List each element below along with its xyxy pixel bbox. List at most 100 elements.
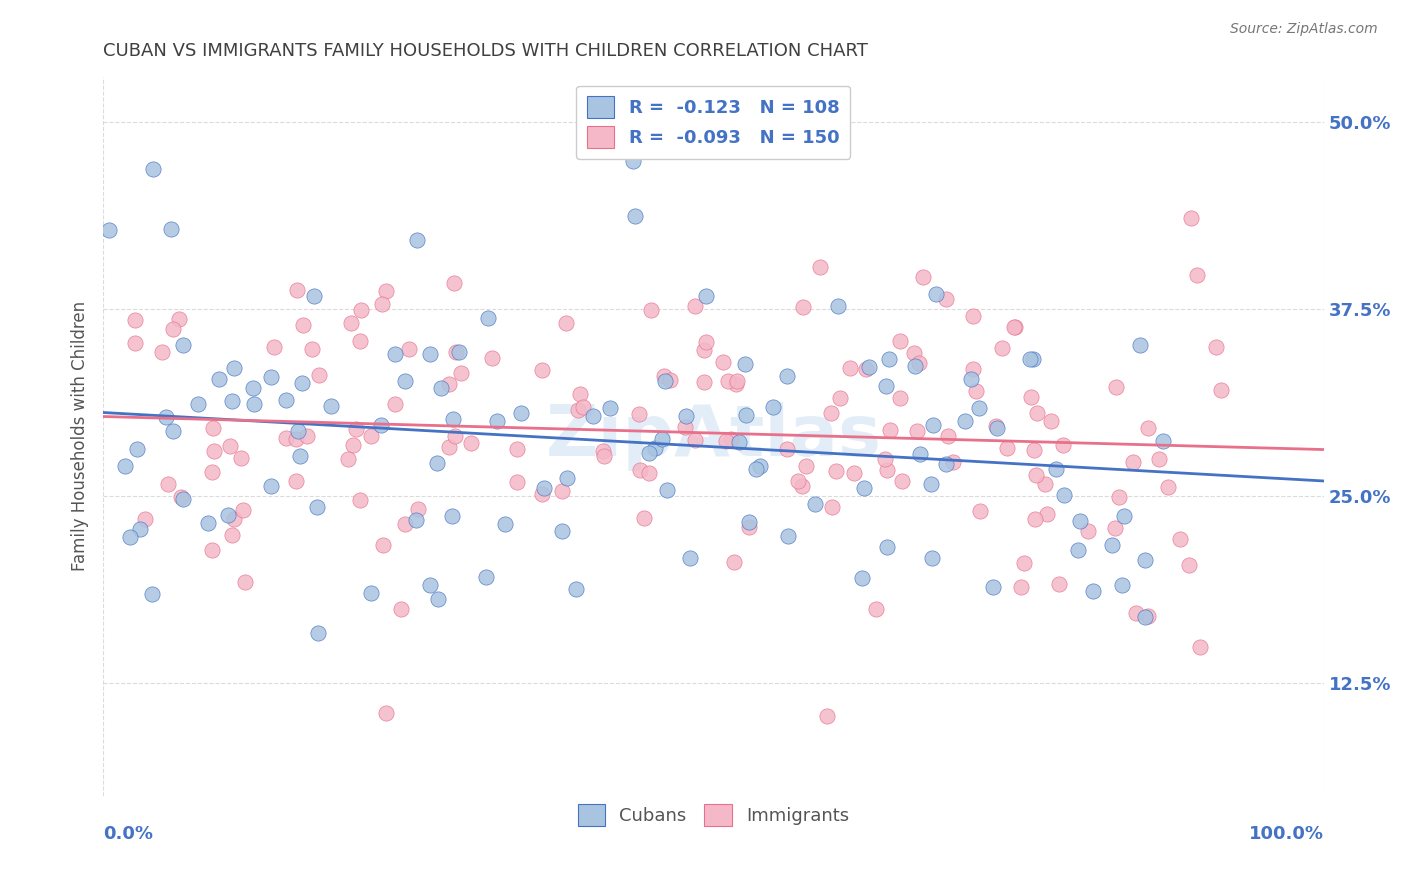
Point: [1177, 558, 1199, 572]
Point: [222, 511, 245, 525]
Point: [308, 368, 330, 382]
Point: [728, 435, 751, 450]
Point: [1067, 543, 1090, 558]
Point: [302, 289, 325, 303]
Point: [776, 368, 799, 383]
Text: Source: ZipAtlas.com: Source: ZipAtlas.com: [1230, 22, 1378, 37]
Point: [889, 392, 911, 406]
Point: [1101, 538, 1123, 552]
Point: [1025, 468, 1047, 483]
Point: [1026, 406, 1049, 420]
Point: [260, 479, 283, 493]
Point: [1069, 514, 1091, 528]
Point: [735, 408, 758, 422]
Text: 0.0%: 0.0%: [103, 824, 153, 843]
Point: [1002, 319, 1025, 334]
Point: [1024, 443, 1046, 458]
Point: [960, 372, 983, 386]
Point: [394, 516, 416, 531]
Point: [659, 373, 682, 387]
Point: [1024, 512, 1046, 526]
Point: [373, 538, 395, 552]
Point: [307, 626, 329, 640]
Point: [921, 418, 943, 433]
Point: [129, 522, 152, 536]
Point: [321, 399, 343, 413]
Point: [851, 571, 873, 585]
Point: [582, 409, 605, 424]
Point: [714, 434, 737, 449]
Point: [292, 318, 315, 332]
Point: [231, 450, 253, 465]
Point: [375, 285, 398, 299]
Point: [967, 401, 990, 416]
Point: [551, 484, 574, 499]
Point: [803, 497, 825, 511]
Point: [551, 524, 574, 539]
Legend: Cubans, Immigrants: Cubans, Immigrants: [567, 794, 860, 838]
Point: [439, 376, 461, 391]
Point: [1108, 490, 1130, 504]
Point: [142, 162, 165, 177]
Point: [876, 540, 898, 554]
Point: [599, 401, 621, 416]
Point: [720, 432, 742, 446]
Point: [1111, 578, 1133, 592]
Point: [984, 419, 1007, 434]
Point: [942, 455, 965, 469]
Point: [592, 443, 614, 458]
Point: [481, 351, 503, 366]
Point: [969, 504, 991, 518]
Point: [384, 396, 406, 410]
Point: [873, 451, 896, 466]
Point: [734, 357, 756, 371]
Point: [156, 476, 179, 491]
Point: [879, 351, 901, 366]
Point: [794, 458, 817, 473]
Point: [912, 269, 935, 284]
Point: [827, 299, 849, 313]
Point: [693, 375, 716, 389]
Point: [865, 602, 887, 616]
Point: [627, 407, 650, 421]
Point: [120, 530, 142, 544]
Point: [441, 509, 464, 524]
Point: [295, 429, 318, 443]
Point: [233, 574, 256, 589]
Point: [593, 449, 616, 463]
Point: [555, 317, 578, 331]
Text: ZipAtlas: ZipAtlas: [546, 401, 882, 471]
Point: [1205, 340, 1227, 354]
Point: [406, 233, 429, 247]
Point: [187, 397, 209, 411]
Point: [644, 442, 666, 456]
Point: [243, 397, 266, 411]
Point: [475, 570, 498, 584]
Point: [124, 312, 146, 326]
Point: [114, 459, 136, 474]
Point: [1189, 640, 1212, 654]
Point: [98, 223, 121, 237]
Point: [276, 392, 298, 407]
Point: [201, 421, 224, 435]
Point: [651, 432, 673, 446]
Point: [1187, 268, 1209, 283]
Point: [344, 422, 367, 436]
Point: [935, 458, 957, 472]
Point: [1114, 508, 1136, 523]
Point: [197, 516, 219, 531]
Point: [953, 414, 976, 428]
Point: [995, 441, 1018, 455]
Point: [738, 516, 761, 530]
Point: [370, 417, 392, 432]
Point: [441, 411, 464, 425]
Point: [1036, 507, 1059, 521]
Point: [638, 467, 661, 481]
Point: [567, 402, 589, 417]
Point: [908, 356, 931, 370]
Point: [875, 378, 897, 392]
Point: [790, 479, 813, 493]
Point: [1053, 488, 1076, 502]
Point: [208, 371, 231, 385]
Point: [1209, 383, 1232, 397]
